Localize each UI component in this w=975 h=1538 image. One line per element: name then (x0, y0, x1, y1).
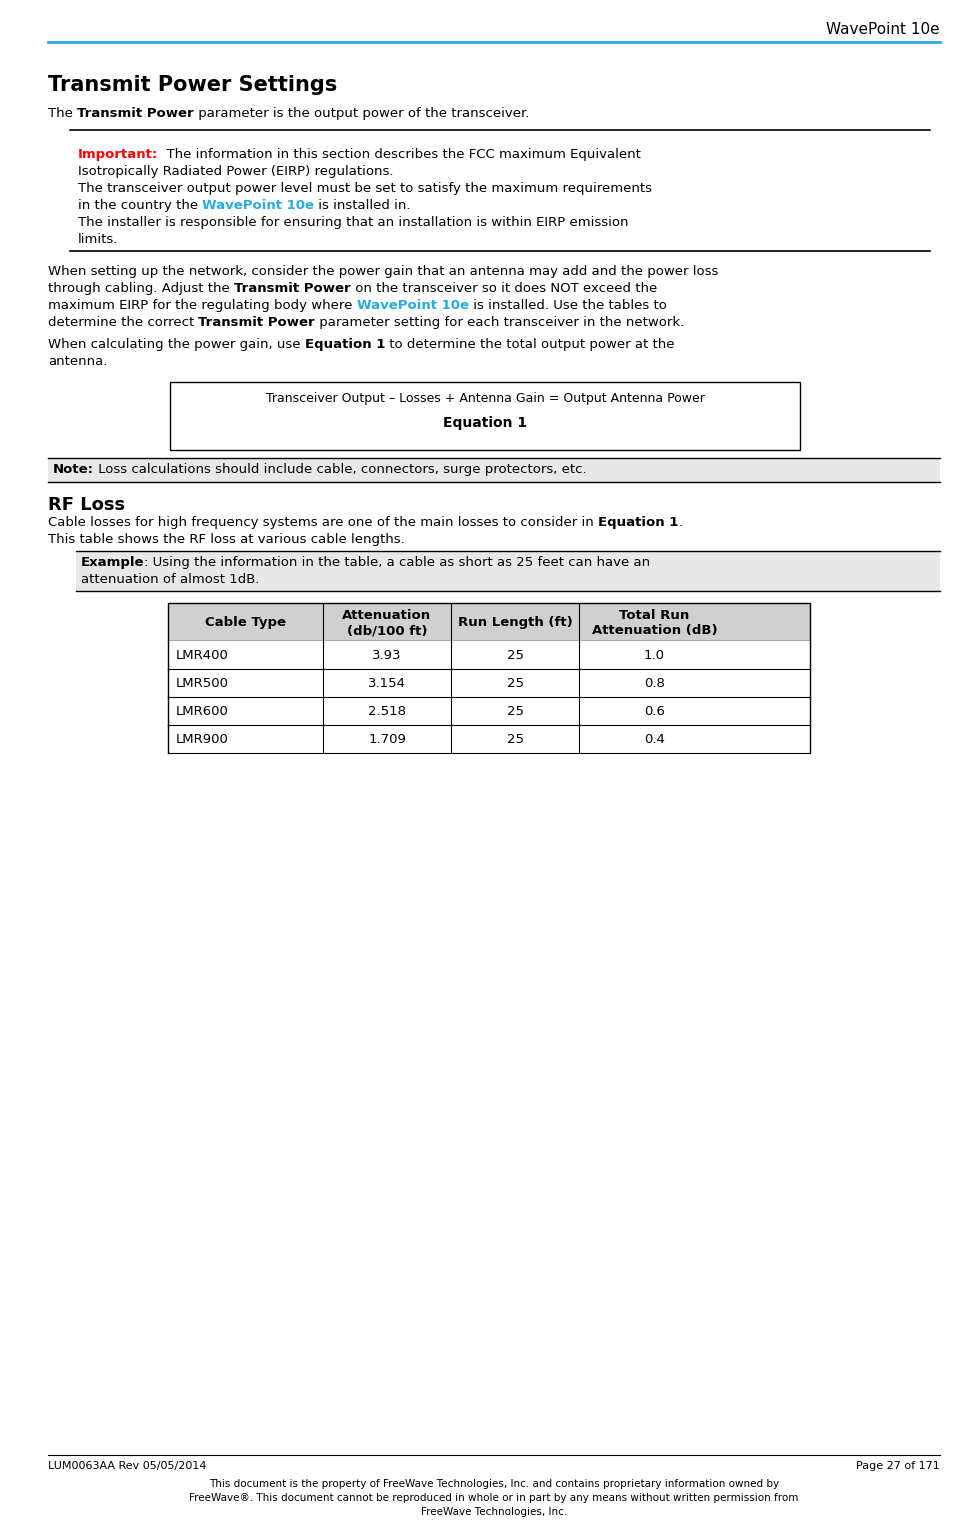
Text: The information in this section describes the FCC maximum Equivalent: The information in this section describe… (158, 148, 642, 161)
Text: Equation 1: Equation 1 (305, 338, 385, 351)
Text: Transmit Power: Transmit Power (234, 281, 351, 295)
Text: 1.0: 1.0 (644, 649, 665, 661)
Text: 0.6: 0.6 (644, 704, 665, 718)
Bar (168, 724, 810, 754)
Bar (168, 697, 810, 724)
Text: Loss calculations should include cable, connectors, surge protectors, etc.: Loss calculations should include cable, … (94, 463, 587, 475)
Text: on the transceiver so it does NOT exceed the: on the transceiver so it does NOT exceed… (351, 281, 657, 295)
Text: Attenuation: Attenuation (342, 609, 432, 621)
Text: LUM0063AA Rev 05/05/2014: LUM0063AA Rev 05/05/2014 (48, 1461, 207, 1470)
Text: Page 27 of 171: Page 27 of 171 (856, 1461, 940, 1470)
Text: Transmit Power: Transmit Power (199, 315, 315, 329)
Text: Transmit Power: Transmit Power (77, 108, 194, 120)
Text: This document is the property of FreeWave Technologies, Inc. and contains propri: This document is the property of FreeWav… (209, 1480, 779, 1489)
Text: Equation 1: Equation 1 (598, 517, 679, 529)
Text: 0.4: 0.4 (644, 734, 665, 746)
Text: FreeWave Technologies, Inc.: FreeWave Technologies, Inc. (421, 1507, 567, 1516)
Bar (76, 551, 940, 591)
Text: Transceiver Output – Losses + Antenna Gain = Output Antenna Power: Transceiver Output – Losses + Antenna Ga… (265, 392, 704, 404)
Text: The transceiver output power level must be set to satisfy the maximum requiremen: The transceiver output power level must … (78, 181, 652, 195)
Bar (168, 641, 810, 669)
Text: RF Loss: RF Loss (48, 495, 125, 514)
Text: antenna.: antenna. (48, 355, 107, 368)
Text: 25: 25 (506, 704, 524, 718)
Text: LMR900: LMR900 (176, 734, 229, 746)
Text: parameter is the output power of the transceiver.: parameter is the output power of the tra… (194, 108, 529, 120)
Text: parameter setting for each transceiver in the network.: parameter setting for each transceiver i… (315, 315, 684, 329)
Text: Attenuation (dB): Attenuation (dB) (592, 624, 718, 637)
Text: When calculating the power gain, use: When calculating the power gain, use (48, 338, 305, 351)
Text: 25: 25 (506, 649, 524, 661)
Text: is installed. Use the tables to: is installed. Use the tables to (469, 298, 667, 312)
Text: 2.518: 2.518 (368, 704, 406, 718)
Text: attenuation of almost 1dB.: attenuation of almost 1dB. (81, 574, 259, 586)
Text: WavePoint 10e: WavePoint 10e (203, 198, 314, 212)
Text: Cable Type: Cable Type (205, 617, 286, 629)
Text: maximum EIRP for the regulating body where: maximum EIRP for the regulating body whe… (48, 298, 357, 312)
Text: Important:: Important: (78, 148, 158, 161)
Text: to determine the total output power at the: to determine the total output power at t… (385, 338, 675, 351)
Text: When setting up the network, consider the power gain that an antenna may add and: When setting up the network, consider th… (48, 265, 719, 278)
Text: 0.8: 0.8 (644, 677, 665, 691)
Bar (48, 458, 940, 481)
Text: LMR400: LMR400 (176, 649, 229, 661)
Text: determine the correct: determine the correct (48, 315, 199, 329)
Text: Transmit Power Settings: Transmit Power Settings (48, 75, 337, 95)
Text: through cabling. Adjust the: through cabling. Adjust the (48, 281, 234, 295)
Text: LMR600: LMR600 (176, 704, 229, 718)
Text: Isotropically Radiated Power (EIRP) regulations.: Isotropically Radiated Power (EIRP) regu… (78, 165, 394, 178)
Text: WavePoint 10e: WavePoint 10e (357, 298, 469, 312)
Text: Equation 1: Equation 1 (443, 415, 527, 431)
Text: (db/100 ft): (db/100 ft) (347, 624, 427, 637)
Text: 3.154: 3.154 (368, 677, 406, 691)
Bar (168, 603, 810, 641)
Text: Example: Example (81, 557, 144, 569)
Text: 1.709: 1.709 (369, 734, 406, 746)
Text: in the country the: in the country the (78, 198, 203, 212)
Text: Cable losses for high frequency systems are one of the main losses to consider i: Cable losses for high frequency systems … (48, 517, 598, 529)
Text: .: . (679, 517, 682, 529)
Text: The: The (48, 108, 77, 120)
Text: Note:: Note: (53, 463, 94, 475)
Text: This table shows the RF loss at various cable lengths.: This table shows the RF loss at various … (48, 534, 405, 546)
Text: is installed in.: is installed in. (314, 198, 410, 212)
Text: limits.: limits. (78, 232, 118, 246)
Text: : Using the information in the table, a cable as short as 25 feet can have an: : Using the information in the table, a … (144, 557, 650, 569)
Bar (168, 669, 810, 697)
Text: Run Length (ft): Run Length (ft) (457, 617, 572, 629)
Text: 25: 25 (506, 734, 524, 746)
Text: The installer is responsible for ensuring that an installation is within EIRP em: The installer is responsible for ensurin… (78, 215, 629, 229)
Text: WavePoint 10e: WavePoint 10e (827, 22, 940, 37)
Text: LMR500: LMR500 (176, 677, 229, 691)
Text: FreeWave®. This document cannot be reproduced in whole or in part by any means w: FreeWave®. This document cannot be repro… (189, 1493, 799, 1503)
Text: 25: 25 (506, 677, 524, 691)
Text: 3.93: 3.93 (372, 649, 402, 661)
Bar (170, 381, 800, 451)
Text: Total Run: Total Run (619, 609, 689, 621)
